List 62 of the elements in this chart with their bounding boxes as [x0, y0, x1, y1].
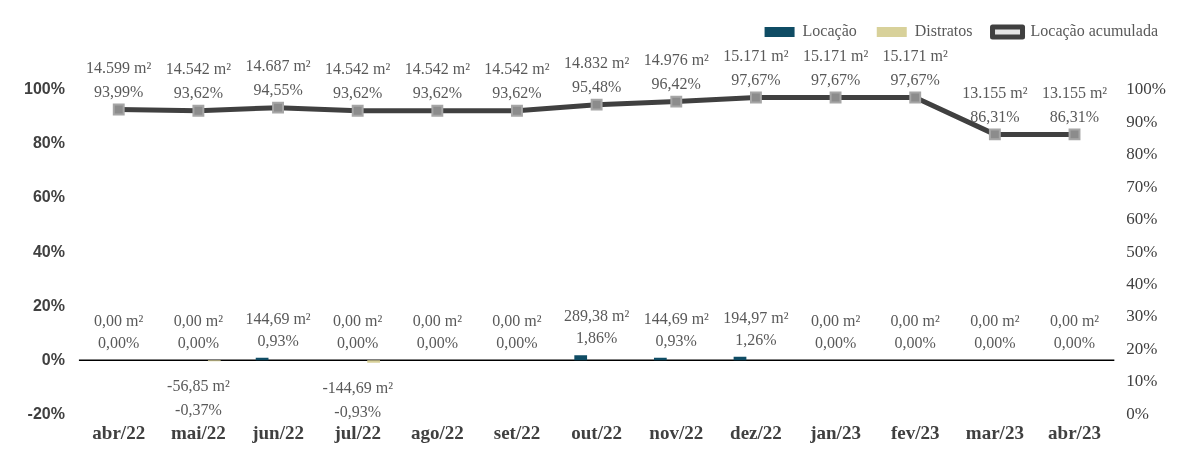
data-label: 0,00 m² 0,00% [492, 312, 542, 352]
y2-tick-label: 80% [1126, 144, 1158, 164]
data-label: 0,00 m² 0,00% [810, 312, 861, 352]
x-tick-label: mai/22 [170, 421, 226, 443]
y-tick-label: 0% [41, 350, 65, 368]
y2-tick-label: 40% [1126, 273, 1158, 293]
x-tick-label: mar/23 [965, 421, 1024, 443]
data-label: 14.976 m² 96,42% [643, 50, 710, 92]
data-label: 0,00 m² 0,00% [890, 312, 941, 352]
y2-tick-label: 60% [1126, 209, 1158, 229]
data-label: 14.542 m² 93,62% [165, 59, 232, 101]
data-label: 15.171 m² 97,67% [882, 46, 949, 88]
y2-tick-label: 0% [1126, 403, 1150, 423]
x-tick-label: fev/23 [890, 421, 940, 443]
x-tick-label: abr/22 [92, 421, 146, 443]
y-tick-label: 40% [32, 242, 65, 260]
data-label: 0,00 m² 0,00% [412, 312, 463, 352]
data-label: 14.832 m² 95,48% [564, 53, 630, 95]
y-tick-label: 80% [32, 134, 65, 152]
data-label: 194,97 m² 1,26% [723, 308, 789, 348]
x-tick-label: jan/23 [809, 421, 861, 443]
y2-tick-label: 30% [1126, 306, 1158, 326]
data-label: 144,69 m² 0,93% [245, 309, 311, 349]
legend-label: Distratos [914, 22, 973, 40]
legend-label: Locação [802, 22, 857, 41]
data-label: 0,00 m² 0,00% [173, 312, 224, 352]
x-tick-label: jul/22 [333, 421, 381, 443]
data-label: 289,38 m² 1,86% [564, 307, 630, 347]
y-tick-label: 20% [32, 296, 65, 314]
legend-label: Locação acumulada [1030, 22, 1159, 41]
x-tick-label: out/22 [571, 421, 622, 443]
x-tick-label: dez/22 [730, 421, 782, 443]
x-tick-label: jun/22 [251, 421, 304, 443]
data-label: 14.542 m² 93,62% [325, 59, 391, 101]
data-label: 14.599 m² 93,99% [86, 58, 152, 100]
y-tick-label: -20% [27, 404, 65, 422]
data-label: 14.687 m² 94,55% [245, 56, 311, 98]
data-label: 144,69 m² 0,93% [643, 309, 710, 349]
data-label: 13.155 m² 86,31% [962, 83, 1028, 125]
x-tick-label: set/22 [493, 421, 541, 443]
data-label: 14.542 m² 93,62% [404, 59, 471, 101]
data-label: 15.171 m² 97,67% [802, 46, 869, 88]
data-label: 0,00 m² 0,00% [1049, 312, 1100, 352]
x-tick-label: abr/23 [1048, 421, 1101, 443]
x-tick-label: ago/22 [410, 421, 464, 443]
y2-tick-label: 100% [1126, 79, 1167, 99]
data-label: -56,85 m² -0,37% [167, 377, 230, 419]
data-label: -144,69 m² -0,93% [322, 378, 394, 420]
data-label: 14.542 m² 93,62% [484, 59, 550, 101]
data-label: 0,00 m² 0,00% [333, 312, 383, 352]
x-tick-label: nov/22 [649, 421, 704, 443]
y-tick-label: 60% [32, 188, 65, 206]
data-label: 15.171 m² 97,67% [723, 46, 789, 88]
y2-tick-label: 50% [1126, 241, 1158, 261]
data-label: 0,00 m² 0,00% [94, 312, 144, 352]
y2-tick-label: 10% [1126, 371, 1158, 391]
y2-tick-label: 90% [1126, 111, 1158, 131]
y-tick-label: 100% [24, 80, 65, 98]
data-label: 13.155 m² 86,31% [1041, 83, 1108, 125]
data-label: 0,00 m² 0,00% [970, 312, 1020, 352]
y2-tick-label: 20% [1126, 338, 1158, 358]
y2-tick-label: 70% [1126, 176, 1158, 196]
